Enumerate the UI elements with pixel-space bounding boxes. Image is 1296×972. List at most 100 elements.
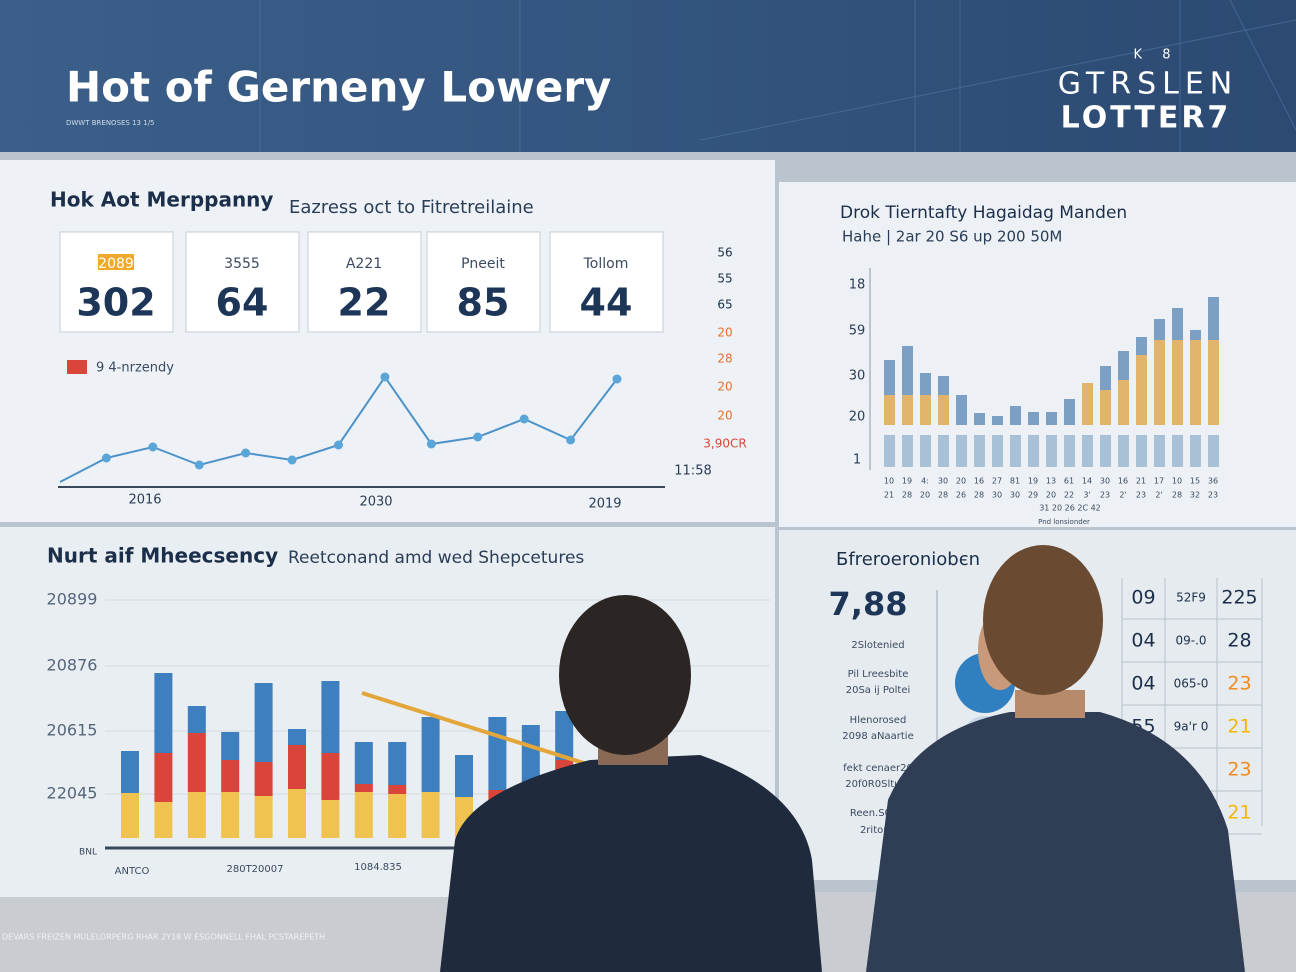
bar xyxy=(956,395,967,425)
person xyxy=(866,545,1245,972)
x-label: 23 xyxy=(1100,491,1110,500)
table-cell: 09 xyxy=(1131,587,1155,609)
kpi-card xyxy=(549,231,664,333)
bar xyxy=(1064,435,1075,467)
legend-swatch xyxy=(67,360,87,374)
bar xyxy=(1046,412,1057,425)
bar xyxy=(1100,366,1111,390)
point xyxy=(148,442,158,452)
subtitle: DWWT BRENOSES 13 1/5 xyxy=(66,119,155,127)
x-label: 10 xyxy=(1172,477,1182,486)
bar xyxy=(221,792,240,838)
footer-text: DEVARS FREIZEN MULELORPERG RHAR 2Y18 W E… xyxy=(2,933,325,942)
note: 2ritorei xyxy=(860,825,896,836)
table-cell: 23 xyxy=(1227,673,1251,695)
bar xyxy=(1172,340,1183,425)
bar xyxy=(1154,319,1165,340)
y-label: 30 xyxy=(849,369,866,384)
point xyxy=(380,372,390,382)
bar xyxy=(902,346,913,395)
bar xyxy=(455,755,473,797)
bar xyxy=(884,395,895,425)
bar xyxy=(920,395,931,425)
x-label: 10 xyxy=(884,477,894,486)
note: 20Sa ij Poltei xyxy=(846,685,911,696)
bar xyxy=(920,373,931,395)
x-label: 81 xyxy=(1010,477,1020,486)
side-label: 65 xyxy=(717,298,732,312)
table-cell: 04 xyxy=(1131,630,1155,652)
x-label: 21 xyxy=(884,491,894,500)
bar xyxy=(1082,383,1093,425)
x-label: 2019 xyxy=(588,497,621,512)
x-label: 31 20 26 2C 42 xyxy=(1039,504,1101,513)
bar xyxy=(974,413,985,425)
panel-title: Nurt aif Mheecsency xyxy=(47,544,278,568)
bar xyxy=(1118,435,1129,467)
bar xyxy=(1154,435,1165,467)
time-label: 11:58 xyxy=(674,464,711,479)
side-label: 20 xyxy=(717,409,732,423)
kpi-card xyxy=(426,231,541,333)
bar xyxy=(1136,355,1147,425)
side-label: 56 xyxy=(717,246,732,260)
point xyxy=(194,460,204,470)
panel-subtitle: Eazress oct to Fitretreilaine xyxy=(289,197,534,218)
kpi-value: 302 xyxy=(76,281,155,325)
panel-title: Drok Tierntafty Hagaidag Manden xyxy=(840,203,1127,223)
x-label: 15 xyxy=(1190,477,1200,486)
x-label: 16 xyxy=(974,477,984,486)
brand: K 8 xyxy=(1134,48,1179,63)
bar xyxy=(154,673,173,753)
note: 20f0R0Sltuer xyxy=(845,779,911,790)
bar xyxy=(1100,390,1111,425)
x-label: 20 xyxy=(920,491,930,500)
trend-line xyxy=(361,691,591,767)
y-label: 1 xyxy=(853,453,861,468)
bar xyxy=(1118,351,1129,380)
panel-subtitle: Reetconand amd wed Shepcetures xyxy=(288,548,584,568)
point xyxy=(566,435,576,445)
x-label: 23 xyxy=(1208,491,1218,500)
kpi-value: 22 xyxy=(338,281,391,325)
bar xyxy=(1208,297,1219,340)
bar xyxy=(1190,435,1201,467)
bar xyxy=(254,762,273,796)
bar xyxy=(974,435,985,467)
x-label: 20 xyxy=(1046,491,1056,500)
bar xyxy=(121,751,139,793)
point xyxy=(473,432,483,442)
bar xyxy=(1172,308,1183,340)
note: Pil Lreesbite xyxy=(848,669,909,680)
bar xyxy=(884,360,895,395)
x-label: 22 xyxy=(1064,491,1074,500)
kpi-label: A221 xyxy=(346,256,382,272)
bar xyxy=(321,681,340,753)
table-cell: 52F9 xyxy=(1176,591,1206,605)
bar xyxy=(254,683,273,762)
legend-label: 9 4-nrzendy xyxy=(96,361,174,376)
bar xyxy=(902,435,913,467)
kpi-value: 85 xyxy=(457,281,510,325)
panel-title: Hok Aot Merppanny xyxy=(50,188,273,212)
table-cell: 225 xyxy=(1221,587,1257,609)
person xyxy=(440,595,822,972)
bar xyxy=(1046,435,1057,467)
bar xyxy=(920,435,931,467)
bar xyxy=(187,733,206,792)
y-label: 18 xyxy=(849,278,866,293)
x-label: 1084.835 xyxy=(354,862,402,873)
bar xyxy=(555,711,574,760)
bar xyxy=(288,729,306,745)
point xyxy=(334,440,343,450)
x-label: 61 xyxy=(1064,477,1074,486)
table-cell: 09-.0 xyxy=(1175,634,1206,648)
x-label: 20 xyxy=(956,477,966,486)
y-label: 20615 xyxy=(47,721,98,740)
table-cell: 9a'r 0 xyxy=(1174,720,1209,734)
bar xyxy=(1136,435,1147,467)
x-label: 28 xyxy=(974,491,984,500)
kpi-value: 64 xyxy=(216,281,269,325)
point xyxy=(287,455,297,465)
